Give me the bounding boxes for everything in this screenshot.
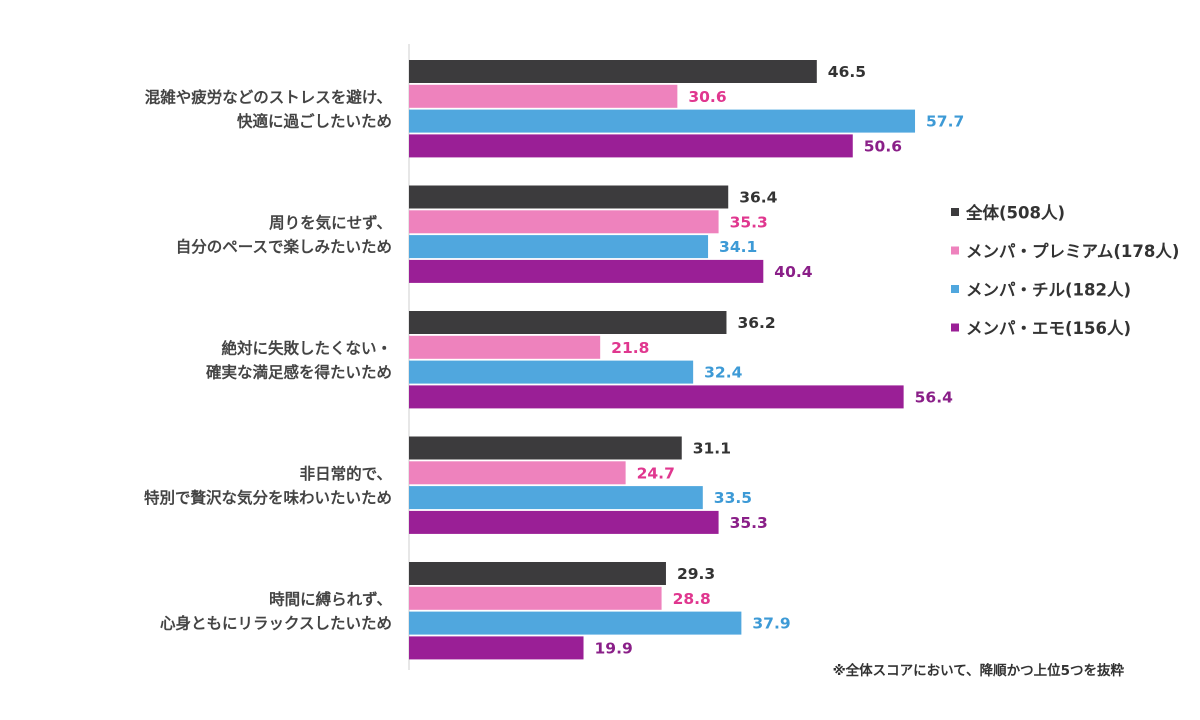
bar-0-0: [409, 60, 817, 83]
category-label-4-0: 時間に縛られず、: [269, 590, 392, 609]
category-label-1-0: 周りを気にせず、: [269, 213, 392, 232]
legend-label-2: メンパ・チル(182人): [966, 281, 1131, 300]
data-label-2-2: 32.4: [704, 364, 742, 382]
data-label-4-2: 37.9: [752, 615, 790, 633]
legend-label-1: メンパ・プレミアム(178人): [966, 241, 1179, 261]
bar-4-1: [409, 586, 662, 610]
data-label-4-1: 28.8: [673, 590, 711, 608]
bar-0-2: [409, 109, 916, 133]
legend-swatch-3: [951, 323, 959, 332]
data-label-3-2: 33.5: [714, 489, 752, 507]
bar-3-3: [409, 510, 719, 534]
category-label-3-0: 非日常的で、: [300, 464, 392, 483]
footnote: ※全体スコアにおいて、降順かつ上位5つを抜粋: [833, 662, 1125, 679]
category-label-3-1: 特別で贅沢な気分を味わいたいため: [144, 488, 392, 507]
bar-1-0: [409, 185, 729, 209]
data-label-0-0: 46.5: [828, 63, 866, 81]
legend-label-0: 全体(508人): [965, 203, 1065, 223]
bar-3-0: [409, 436, 682, 460]
category-label-2-1: 確実な満足感を得たいため: [206, 363, 392, 382]
data-label-1-3: 40.4: [774, 263, 812, 281]
data-label-3-0: 31.1: [693, 440, 731, 458]
legend-swatch-2: [951, 285, 959, 293]
bar-1-3: [409, 259, 764, 283]
data-label-2-1: 21.8: [611, 339, 649, 357]
data-label-4-3: 19.9: [595, 639, 633, 657]
bar-3-1: [409, 461, 626, 485]
data-label-1-0: 36.4: [739, 189, 777, 207]
data-label-1-1: 35.3: [730, 213, 768, 231]
bar-4-3: [409, 636, 584, 660]
category-label-0-0: 混雑や疲労などのストレスを避け、: [145, 88, 392, 107]
bar-4-0: [409, 562, 666, 585]
bar-0-1: [409, 84, 678, 108]
data-label-1-2: 34.1: [719, 238, 757, 256]
bar-1-2: [409, 235, 709, 259]
data-label-0-2: 57.7: [926, 113, 964, 131]
bar-3-2: [409, 486, 703, 510]
data-label-2-3: 56.4: [915, 388, 953, 406]
bar-1-1: [409, 210, 719, 234]
bar-2-1: [409, 335, 601, 359]
bar-2-0: [409, 311, 727, 334]
legend-swatch-0: [951, 208, 959, 216]
bar-2-2: [409, 360, 694, 384]
category-label-1-1: 自分のペースで楽しみたいため: [176, 237, 392, 256]
category-label-4-1: 心身ともにリラックスしたいため: [160, 614, 392, 633]
data-label-2-0: 36.2: [737, 314, 775, 332]
category-label-2-0: 絶対に失敗したくない・: [221, 339, 392, 358]
bar-0-3: [409, 134, 853, 158]
data-label-3-3: 35.3: [730, 514, 768, 532]
category-label-0-1: 快適に過ごしたいため: [237, 112, 392, 131]
bar-4-2: [409, 611, 742, 635]
legend-swatch-1: [951, 246, 959, 255]
data-label-0-1: 30.6: [688, 88, 726, 106]
bar-2-3: [409, 385, 904, 409]
data-label-0-3: 50.6: [864, 137, 902, 155]
data-label-3-1: 24.7: [637, 464, 675, 482]
data-label-4-0: 29.3: [677, 565, 715, 583]
legend-label-3: メンパ・エモ(156人): [966, 319, 1131, 338]
